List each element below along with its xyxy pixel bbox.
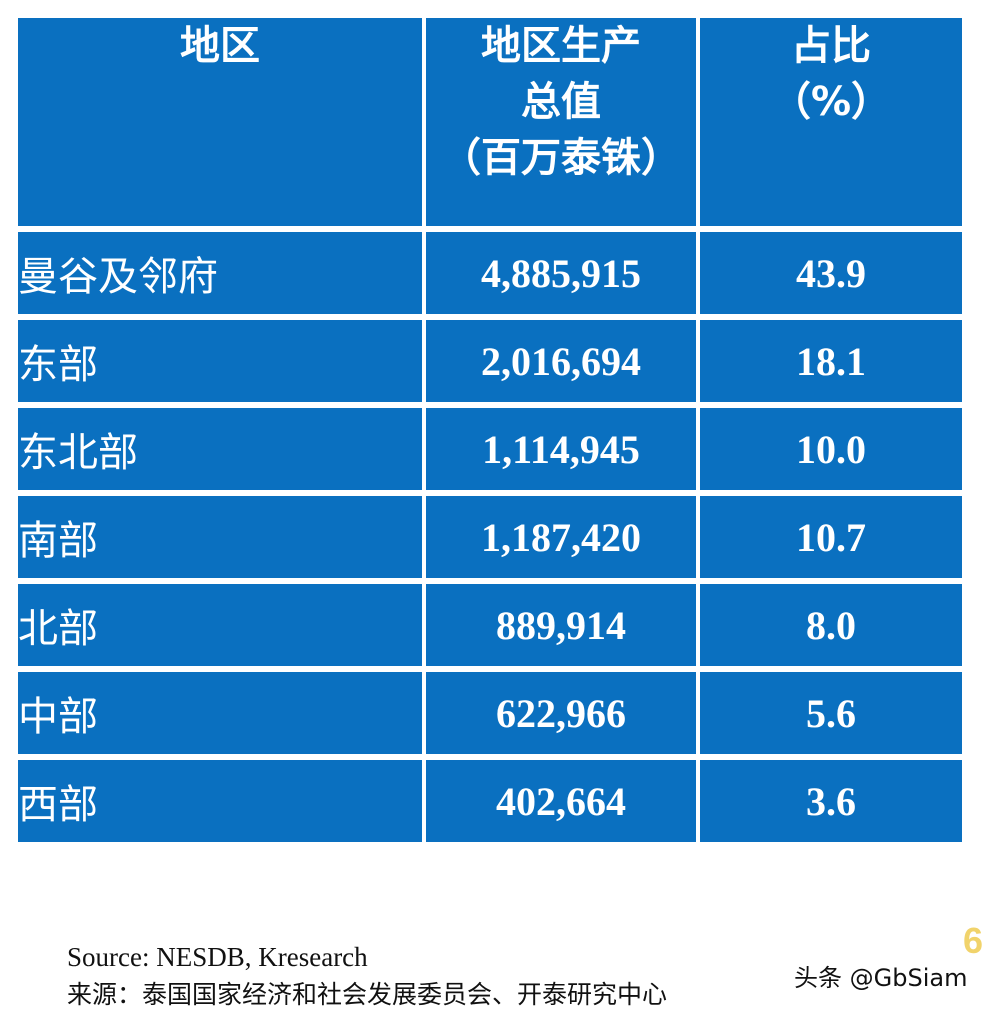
table-row: 南部 1,187,420 10.7 <box>18 496 962 578</box>
header-gdp-unit: （百万泰铢） <box>441 135 681 181</box>
region-cell: 东北部 <box>18 408 422 490</box>
region-cell: 南部 <box>18 496 422 578</box>
region-cell: 北部 <box>18 584 422 666</box>
table-row: 东北部 1,114,945 10.0 <box>18 408 962 490</box>
page-number: 6 <box>963 920 984 961</box>
gdp-cell: 402,664 <box>426 760 696 842</box>
share-cell: 8.0 <box>700 584 962 666</box>
region-cell: 西部 <box>18 760 422 842</box>
share-cell: 43.9 <box>700 232 962 314</box>
table-row: 东部 2,016,694 18.1 <box>18 320 962 402</box>
source-note-chinese: 来源：泰国国家经济和社会发展委员会、开泰研究中心 <box>67 980 668 1009</box>
header-share-line-1: 占比 <box>791 23 871 69</box>
header-gdp-line-2: 总值 <box>521 79 601 125</box>
header-region-line: 地区 <box>180 23 260 69</box>
table-row: 中部 622,966 5.6 <box>18 672 962 754</box>
share-cell: 5.6 <box>700 672 962 754</box>
share-cell: 10.0 <box>700 408 962 490</box>
share-cell: 10.7 <box>700 496 962 578</box>
header-region: 地区 <box>18 18 422 226</box>
regional-gdp-table: 地区 地区生产 总值 （百万泰铢） 占比 （%） 曼谷及邻府 4,885,915… <box>14 12 966 848</box>
header-share: 占比 （%） <box>700 18 962 226</box>
header-gdp-line-1: 地区生产 <box>481 23 641 69</box>
header-gdp: 地区生产 总值 （百万泰铢） <box>426 18 696 226</box>
gdp-cell: 1,187,420 <box>426 496 696 578</box>
table-row: 西部 402,664 3.6 <box>18 760 962 842</box>
source-note-english: Source: NESDB, Kresearch <box>67 942 368 972</box>
watermark: 头条 @GbSiam <box>794 964 968 992</box>
gdp-table-container: 地区 地区生产 总值 （百万泰铢） 占比 （%） 曼谷及邻府 4,885,915… <box>18 18 962 842</box>
gdp-cell: 622,966 <box>426 672 696 754</box>
region-cell: 东部 <box>18 320 422 402</box>
table-row: 曼谷及邻府 4,885,915 43.9 <box>18 232 962 314</box>
gdp-cell: 1,114,945 <box>426 408 696 490</box>
region-cell: 中部 <box>18 672 422 754</box>
region-cell: 曼谷及邻府 <box>18 232 422 314</box>
gdp-cell: 2,016,694 <box>426 320 696 402</box>
table-row: 北部 889,914 8.0 <box>18 584 962 666</box>
share-cell: 18.1 <box>700 320 962 402</box>
share-cell: 3.6 <box>700 760 962 842</box>
table-header-row: 地区 地区生产 总值 （百万泰铢） 占比 （%） <box>18 18 962 226</box>
header-share-unit: （%） <box>770 79 892 125</box>
gdp-cell: 4,885,915 <box>426 232 696 314</box>
gdp-cell: 889,914 <box>426 584 696 666</box>
